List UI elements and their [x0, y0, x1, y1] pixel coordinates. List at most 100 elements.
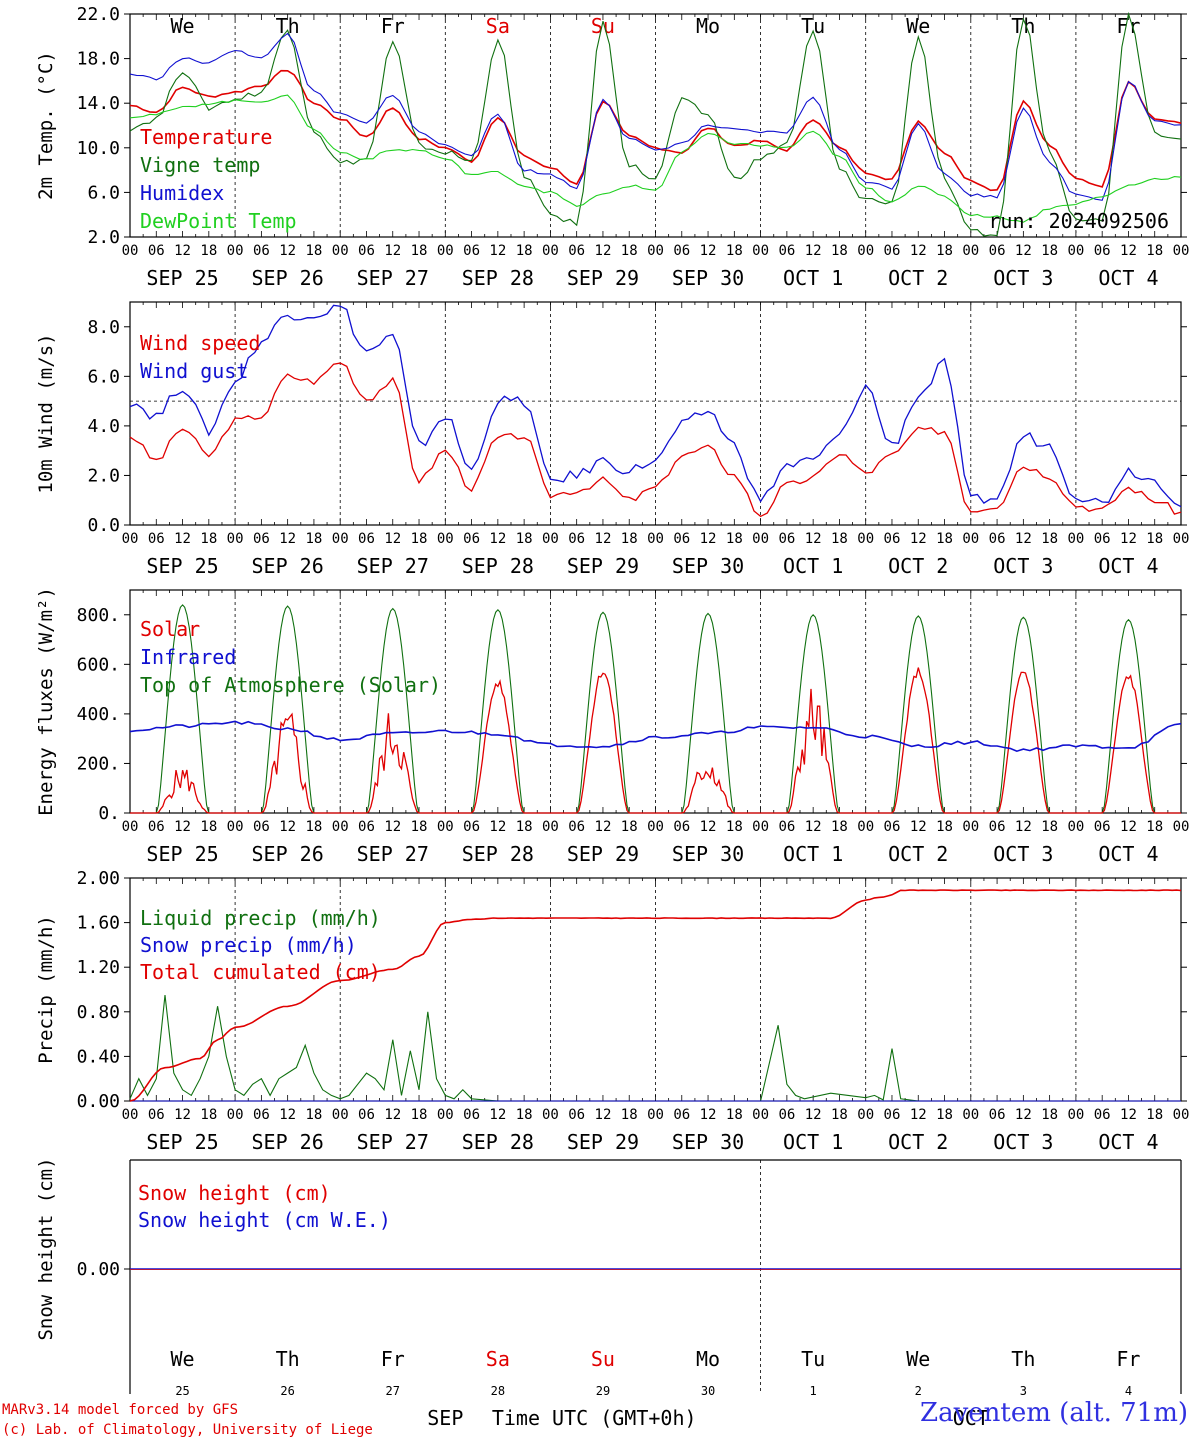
- x-tick-label: 00: [752, 531, 769, 547]
- day-label: OCT 4: [1098, 1130, 1158, 1154]
- x-tick-label: 06: [778, 243, 795, 259]
- legend-entry: Liquid precip (mm/h): [140, 906, 381, 930]
- weekday-label: Fr: [1116, 1347, 1140, 1371]
- x-tick-label: 12: [1015, 819, 1032, 835]
- y-tick-label: 0.0: [87, 515, 120, 536]
- x-tick-label: 06: [673, 1107, 690, 1123]
- x-tick-label: 06: [148, 819, 165, 835]
- weekday-label: We: [171, 1347, 195, 1371]
- x-tick-label: 12: [700, 1107, 717, 1123]
- x-tick-label: 12: [805, 531, 822, 547]
- x-tick-label: 12: [700, 531, 717, 547]
- x-tick-label: 18: [726, 243, 743, 259]
- day-label: SEP 28: [462, 842, 534, 866]
- x-tick-label: 12: [384, 819, 401, 835]
- x-tick-label: 12: [489, 243, 506, 259]
- x-tick-label: 12: [700, 819, 717, 835]
- day-label: SEP 28: [462, 554, 534, 578]
- y-tick-label: 4.0: [87, 416, 120, 437]
- x-tick-label: 06: [1094, 1107, 1111, 1123]
- series-line-solar: [130, 667, 1181, 814]
- day-label: SEP 25: [146, 266, 218, 290]
- x-tick-label: 06: [568, 1107, 585, 1123]
- x-tick-label: 12: [910, 819, 927, 835]
- x-tick-label: 06: [673, 531, 690, 547]
- series-line-wind-gust: [129, 304, 1182, 508]
- x-tick-label: 12: [489, 1107, 506, 1123]
- y-tick-label: 800.: [77, 605, 120, 626]
- x-tick-label: 00: [857, 819, 874, 835]
- x-tick-label: 12: [910, 531, 927, 547]
- day-label: OCT 3: [993, 1130, 1053, 1154]
- x-tick-label: 12: [595, 1107, 612, 1123]
- legend-entry: Infrared: [140, 645, 236, 669]
- y-axis-label-energy: Energy fluxes (W/m²): [35, 587, 57, 816]
- day-label: SEP 26: [252, 842, 324, 866]
- x-tick-label: 06: [463, 531, 480, 547]
- x-tick-label: 06: [568, 531, 585, 547]
- day-label: SEP 26: [252, 554, 324, 578]
- x-tick-label: 00: [1067, 243, 1084, 259]
- day-number: 28: [491, 1384, 505, 1398]
- x-tick-label: 12: [910, 243, 927, 259]
- y-tick-label: 2.00: [77, 868, 120, 889]
- x-tick-label: 06: [463, 819, 480, 835]
- y-tick-label: 1.20: [77, 957, 120, 978]
- x-tick-label: 18: [200, 1107, 217, 1123]
- x-tick-label: 18: [726, 1107, 743, 1123]
- x-tick-label: 18: [305, 819, 322, 835]
- x-tick-label: 00: [227, 819, 244, 835]
- month-label-oct: OCT: [953, 1406, 989, 1430]
- day-label: SEP 29: [567, 554, 639, 578]
- x-tick-label: 18: [411, 819, 428, 835]
- x-tick-label: 18: [1146, 1107, 1163, 1123]
- x-tick-label: 12: [595, 531, 612, 547]
- credit-line-2: (c) Lab. of Climatology, University of L…: [2, 1422, 373, 1438]
- x-tick-label: 00: [857, 1107, 874, 1123]
- day-label: OCT 1: [783, 842, 843, 866]
- weekday-label: We: [906, 1347, 930, 1371]
- day-number: 30: [701, 1384, 715, 1398]
- legend-entry: Humidex: [140, 181, 224, 205]
- x-tick-label: 18: [831, 1107, 848, 1123]
- day-label: SEP 30: [672, 842, 744, 866]
- x-tick-label: 12: [489, 819, 506, 835]
- day-label: OCT 4: [1098, 554, 1158, 578]
- day-label: SEP 25: [146, 1130, 218, 1154]
- x-tick-label: 00: [542, 1107, 559, 1123]
- day-label: SEP 25: [146, 554, 218, 578]
- x-tick-label: 00: [647, 531, 664, 547]
- x-tick-label: 06: [989, 243, 1006, 259]
- day-label: OCT 2: [888, 1130, 948, 1154]
- x-tick-label: 06: [463, 243, 480, 259]
- weekday-label: Th: [276, 1347, 300, 1371]
- day-label: SEP 28: [462, 1130, 534, 1154]
- x-axis-label: Time UTC (GMT+0h): [492, 1406, 697, 1430]
- y-tick-label: 2.0: [87, 465, 120, 486]
- x-tick-label: 00: [542, 819, 559, 835]
- x-tick-label: 18: [200, 243, 217, 259]
- legend-entry: Temperature: [140, 125, 272, 149]
- plot-frame-1: [129, 301, 1182, 526]
- series-line-humidex: [129, 32, 1182, 201]
- x-tick-label: 00: [752, 243, 769, 259]
- x-tick-label: 00: [962, 243, 979, 259]
- x-tick-label: 12: [174, 819, 191, 835]
- x-tick-label: 18: [516, 1107, 533, 1123]
- x-tick-label: 18: [936, 243, 953, 259]
- y-tick-label: 18.0: [77, 49, 120, 70]
- x-tick-label: 12: [1120, 243, 1137, 259]
- x-tick-label: 12: [910, 1107, 927, 1123]
- x-tick-label: 00: [122, 1107, 139, 1123]
- legend-entry: Snow height (cm W.E.): [138, 1208, 391, 1232]
- y-tick-label: 0.40: [77, 1046, 120, 1067]
- day-label: SEP 25: [146, 842, 218, 866]
- day-label: SEP 29: [567, 1130, 639, 1154]
- day-label: SEP 26: [252, 266, 324, 290]
- y-tick-label: 22.0: [77, 4, 120, 25]
- x-tick-label: 00: [122, 243, 139, 259]
- x-tick-label: 06: [778, 531, 795, 547]
- x-tick-label: 18: [411, 531, 428, 547]
- x-tick-label: 00: [1067, 531, 1084, 547]
